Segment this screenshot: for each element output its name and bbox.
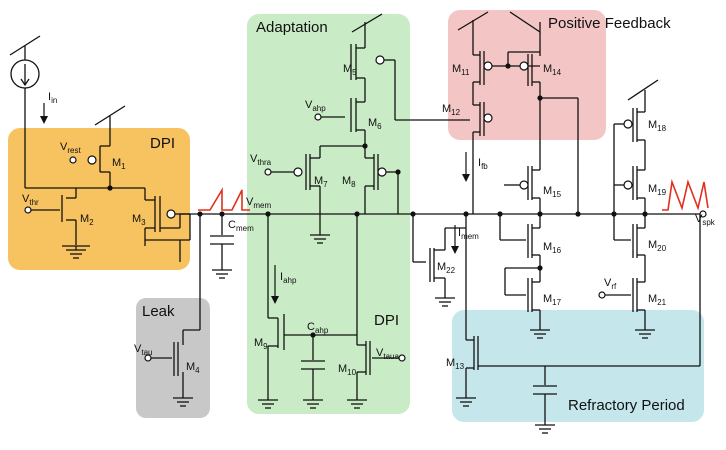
label-vspk: Vspk (695, 213, 716, 227)
label-m12: M12 (442, 103, 461, 117)
label-m6: M6 (368, 117, 382, 131)
label-m15: M15 (543, 185, 562, 199)
label-m18: M18 (648, 119, 667, 133)
bias-terminals (24, 113, 707, 362)
label-cahp: Cahp (307, 321, 329, 335)
label-imem: Imem (458, 227, 479, 241)
block-title-dpi-adapt: DPI (374, 312, 399, 329)
label-vtau: Vtau (134, 343, 152, 357)
block-title-dpi-input: DPI (150, 135, 175, 152)
ground-symbols (66, 234, 655, 434)
label-cmem: Cmem (228, 219, 254, 233)
transistor-labels: M1 M2 M3 M4 M5 M6 M7 M8 M9 M10 M11 M12 M… (80, 63, 667, 377)
label-m21: M21 (648, 293, 667, 307)
label-m7: M7 (314, 175, 328, 189)
label-vthr: Vthr (22, 193, 39, 207)
label-m9: M9 (254, 337, 268, 351)
input-current-source (10, 59, 40, 89)
block-title-positive-feedback: Positive Feedback (548, 15, 671, 32)
label-m11: M11 (452, 63, 470, 77)
label-m3: M3 (132, 213, 146, 227)
label-m20: M20 (648, 239, 667, 253)
block-positive-feedback (448, 10, 606, 140)
label-vrf: Vrf (604, 277, 617, 291)
wires (9, 11, 701, 425)
label-vthra: Vthra (250, 153, 272, 167)
label-vahp: Vahp (305, 99, 326, 113)
label-m16: M16 (543, 241, 562, 255)
label-iahp: Iahp (280, 271, 297, 285)
current-arrows (40, 103, 470, 304)
label-m10: M10 (338, 363, 357, 377)
block-title-leak: Leak (142, 303, 175, 320)
label-m1: M1 (112, 157, 126, 171)
signal-labels: Iin Vrest Vthr Vmem Cmem Vtau Vahp Vthra… (22, 91, 716, 361)
label-m13: M13 (446, 357, 465, 371)
block-leak (136, 298, 210, 418)
vspk-waveform (662, 178, 709, 211)
label-iin: Iin (48, 91, 57, 105)
label-m17: M17 (543, 293, 562, 307)
junction-dots (107, 63, 648, 338)
label-vmem: Vmem (246, 196, 271, 210)
pmos-gate-bubbles (87, 55, 633, 219)
block-title-refractory: Refractory Period (568, 397, 685, 414)
label-vtaua: Vtaua (376, 347, 399, 361)
label-m5: M5 (343, 63, 357, 77)
label-m22: M22 (437, 261, 456, 275)
block-title-adaptation: Adaptation (256, 19, 328, 36)
label-m2: M2 (80, 213, 94, 227)
label-m8: M8 (342, 175, 356, 189)
label-m4: M4 (186, 361, 200, 375)
label-m14: M14 (543, 63, 562, 77)
label-ifb: Ifb (478, 157, 488, 171)
vmem-waveform (198, 187, 250, 211)
label-vrest: Vrest (60, 141, 81, 155)
label-m19: M19 (648, 183, 667, 197)
